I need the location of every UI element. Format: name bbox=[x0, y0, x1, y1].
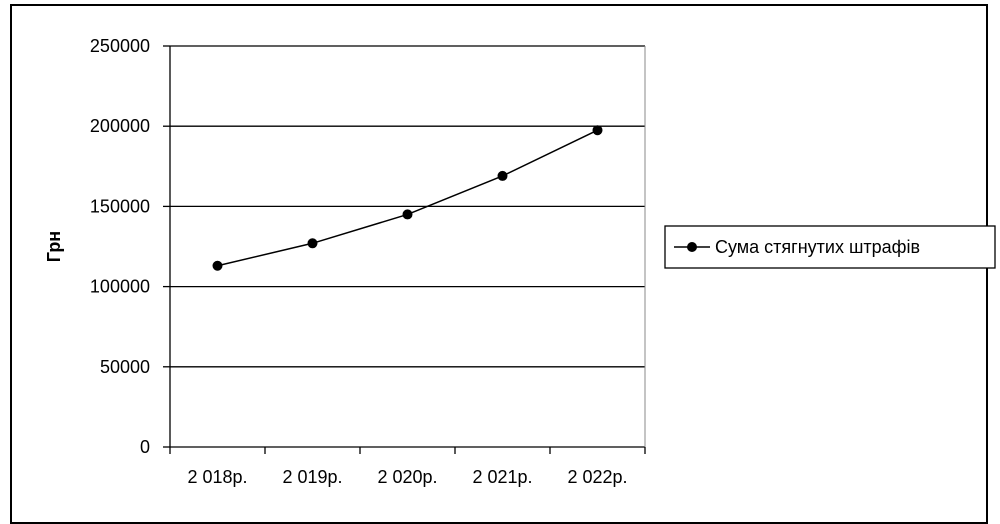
legend: Сума стягнутих штрафів bbox=[664, 225, 996, 269]
x-tick-label: 2 020р. bbox=[377, 467, 437, 487]
data-point bbox=[402, 209, 413, 220]
y-tick-label: 100000 bbox=[90, 277, 150, 297]
data-point bbox=[592, 125, 603, 136]
data-point bbox=[212, 260, 223, 271]
y-tick-label: 200000 bbox=[90, 116, 150, 136]
axes bbox=[169, 46, 646, 448]
y-tick-label: 250000 bbox=[90, 36, 150, 56]
data-point bbox=[497, 170, 508, 181]
series bbox=[212, 125, 603, 271]
legend-label: Сума стягнутих штрафів bbox=[715, 237, 920, 257]
series-line bbox=[217, 129, 598, 267]
x-tick-label: 2 019р. bbox=[282, 467, 342, 487]
legend-marker bbox=[687, 242, 697, 252]
y-tick-labels: 0 50000 100000 150000 200000 250000 bbox=[90, 36, 150, 457]
x-tick-label: 2 018р. bbox=[187, 467, 247, 487]
x-tick-label: 2 021р. bbox=[472, 467, 532, 487]
y-tick-label: 50000 bbox=[100, 357, 150, 377]
x-tick-labels: 2 018р. 2 019р. 2 020р. 2 021р. 2 022р. bbox=[169, 447, 646, 487]
y-tick-label: 0 bbox=[140, 437, 150, 457]
legend-box bbox=[664, 225, 996, 269]
gridlines bbox=[163, 45, 645, 448]
y-tick-label: 150000 bbox=[90, 196, 150, 216]
y-axis-title: Грн bbox=[44, 231, 64, 262]
x-tick-label: 2 022р. bbox=[567, 467, 627, 487]
data-point bbox=[307, 238, 318, 249]
